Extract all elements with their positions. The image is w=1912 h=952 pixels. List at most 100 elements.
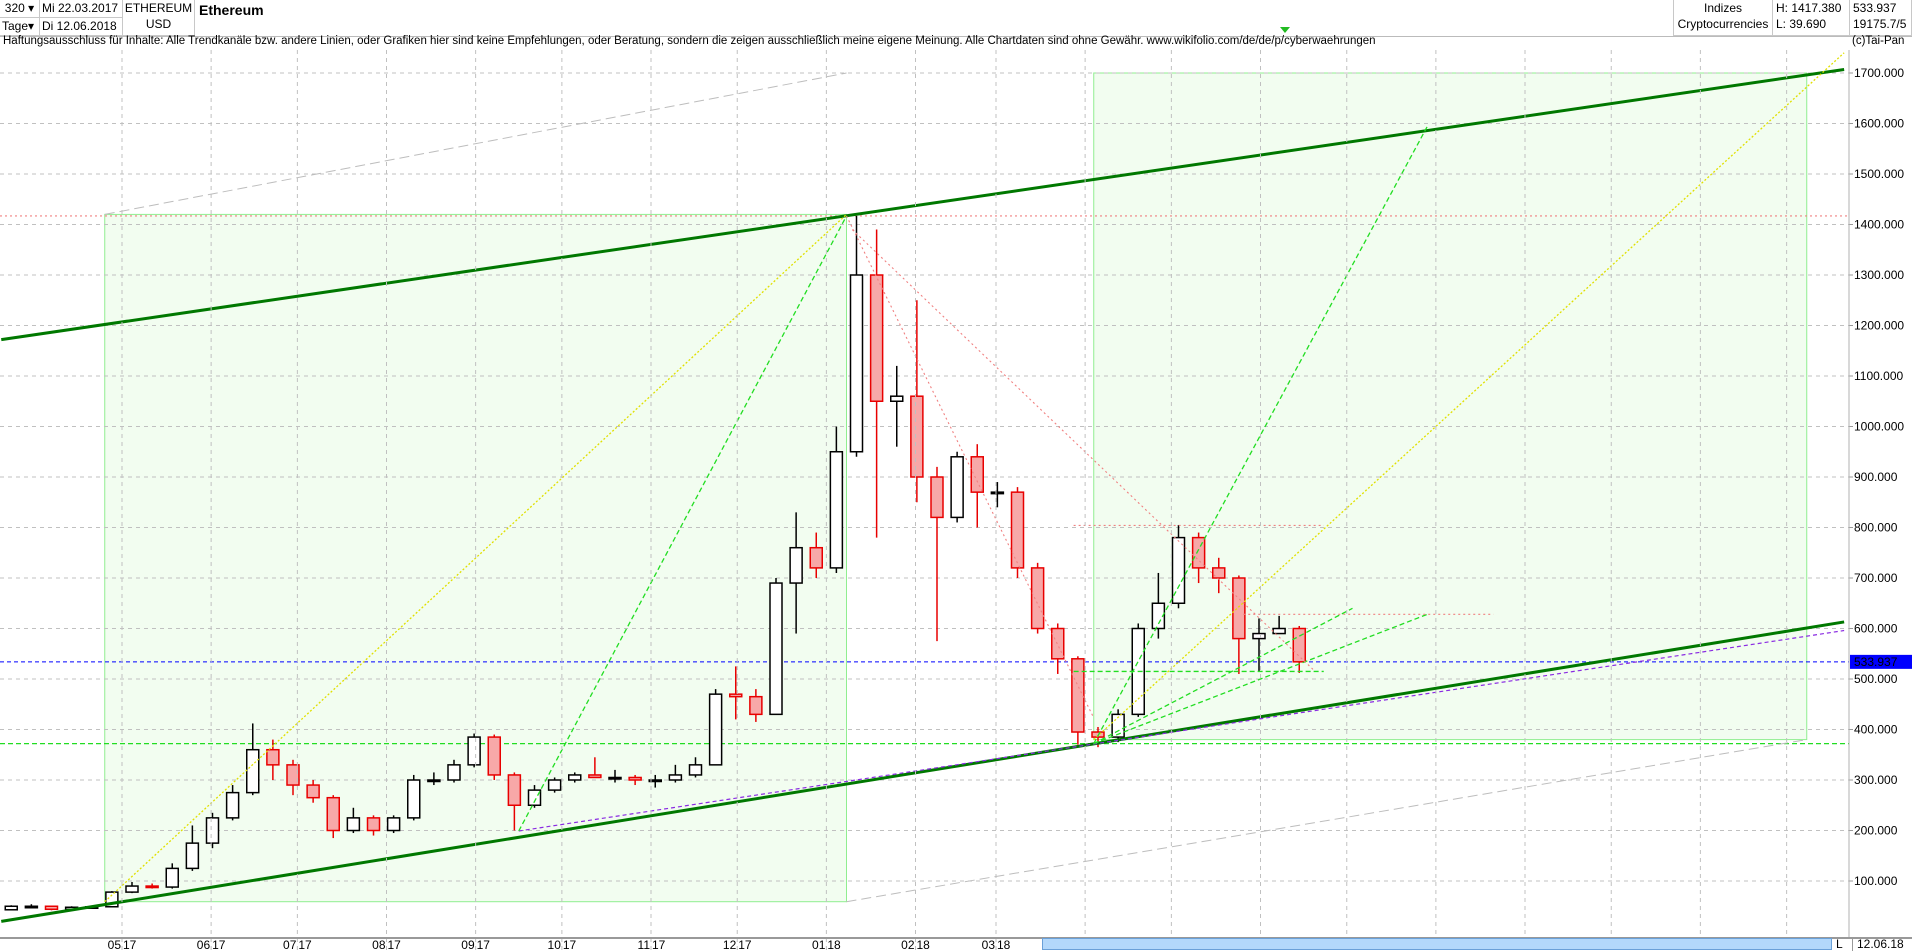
current-date-marker-icon xyxy=(1280,27,1290,33)
candle-up xyxy=(24,905,39,909)
date-from[interactable]: Mi 22.03.2017 xyxy=(40,0,123,18)
period-dropdown[interactable]: Tage▾ xyxy=(0,18,40,36)
candle-up xyxy=(568,774,582,781)
candle-up xyxy=(165,867,179,888)
candle-down xyxy=(1010,491,1025,569)
candle-down xyxy=(809,546,823,569)
candle-up xyxy=(769,582,783,716)
candle-up xyxy=(950,456,964,519)
candle-up xyxy=(849,274,864,453)
candle-down xyxy=(145,885,159,889)
candle-up xyxy=(1171,536,1186,604)
high-value: H: 1417.380 xyxy=(1776,1,1842,15)
low-value: L: 39.690 xyxy=(1776,17,1827,31)
x-tick-label-year: 17 xyxy=(123,938,137,952)
symbol: ETHEREUM xyxy=(124,1,193,15)
candle-up xyxy=(467,736,481,766)
y-tick-label: 1400.000 xyxy=(1854,218,1904,232)
y-tick-label: 200.000 xyxy=(1854,824,1898,838)
candle-down xyxy=(1292,627,1306,663)
group-cell: Indizes Cryptocurrencies xyxy=(1673,0,1773,36)
disclaimer: Haftungsausschluss für Inhalte: Alle Tre… xyxy=(3,35,1376,47)
x-tick-label-year: 18 xyxy=(917,938,931,952)
candle-up xyxy=(386,817,401,832)
x-tick-label: 11 xyxy=(638,938,651,952)
candle-up xyxy=(789,546,803,584)
time-axis-bar xyxy=(0,937,1912,952)
downtrend-flat xyxy=(851,229,1316,672)
candle-down xyxy=(588,774,602,779)
last-price-tag xyxy=(1850,654,1912,669)
candle-up xyxy=(668,774,683,781)
plot-area xyxy=(0,52,1849,923)
candle-down xyxy=(729,693,743,698)
candle-down xyxy=(1051,627,1065,660)
high-low-cell: H: 1417.380 L: 39.690 xyxy=(1773,0,1850,36)
y-tick-label: 1500.000 xyxy=(1854,167,1904,181)
copyright: (c)Tai-Pan xyxy=(1852,35,1905,47)
candle-down xyxy=(1030,567,1045,630)
x-tick-label-year: 18 xyxy=(827,938,841,952)
fan-line-mid xyxy=(1093,607,1353,745)
candle-up xyxy=(708,693,723,766)
x-tick-label-year: 17 xyxy=(563,938,577,952)
y-tick-label: 1600.000 xyxy=(1854,117,1904,131)
candle-up xyxy=(1252,632,1266,640)
scroll-mode[interactable]: L xyxy=(1836,937,1843,951)
downtrend-steep xyxy=(846,215,1095,719)
y-tick-label: 500.000 xyxy=(1854,672,1898,686)
candle-up xyxy=(447,764,461,781)
y-tick-label: 1200.000 xyxy=(1854,319,1904,333)
candle-down xyxy=(749,695,763,716)
symbol-cell: ETHEREUM USD xyxy=(123,0,195,36)
candle-up xyxy=(688,764,703,776)
diagonal-2018 xyxy=(1093,52,1845,741)
candle-up xyxy=(1272,627,1286,635)
x-tick-label: 08 xyxy=(372,938,386,952)
candle-down xyxy=(930,476,944,519)
candle-down xyxy=(1071,658,1085,733)
y-tick-label: 1300.000 xyxy=(1854,268,1904,282)
upper-channel-line xyxy=(1,67,1845,342)
candle-down xyxy=(1232,577,1246,640)
candle-up xyxy=(527,789,542,806)
time-scrollbar[interactable] xyxy=(1042,938,1832,950)
candle-down xyxy=(910,395,924,478)
y-tick-label: 1000.000 xyxy=(1854,420,1904,434)
x-tick-label: 01 xyxy=(812,938,826,952)
last-price-label: 533.937 xyxy=(1854,655,1898,669)
candle-up xyxy=(4,905,18,911)
chart-header: 320 ▾ Tage▾ Mi 22.03.2017 Di 12.06.2018 … xyxy=(0,0,1912,37)
candle-down xyxy=(507,774,522,807)
y-tick-label: 900.000 xyxy=(1854,470,1898,484)
candle-up xyxy=(225,791,240,819)
candle-up xyxy=(648,779,662,783)
last-value: 533.937 xyxy=(1853,1,1897,15)
y-tick-label: 700.000 xyxy=(1854,571,1898,585)
candle-up xyxy=(547,779,562,791)
lower-channel-line xyxy=(1,620,1845,923)
x-tick-label: 02 xyxy=(901,938,915,952)
candle-down xyxy=(487,736,501,776)
currency: USD xyxy=(145,17,172,31)
bar-count-dropdown[interactable]: 320 ▾ xyxy=(0,0,40,18)
fan-line-low xyxy=(1093,613,1428,745)
x-tick-label: 05 xyxy=(108,938,122,952)
candle-down xyxy=(306,784,320,799)
x-tick-label-year: 17 xyxy=(298,938,312,952)
x-tick-label-year: 17 xyxy=(388,938,402,952)
chart-title: Ethereum xyxy=(199,2,264,18)
candle-down xyxy=(266,748,280,766)
candle-up xyxy=(185,842,200,870)
date-to[interactable]: Di 12.06.2018 xyxy=(40,18,123,36)
chevron-down-icon: ▾ xyxy=(28,1,35,15)
candle-down xyxy=(1212,567,1226,579)
x-tick-label-year: 17 xyxy=(212,938,226,952)
x-tick-label-year: 17 xyxy=(652,938,666,952)
candle-down xyxy=(286,764,300,786)
fan-line-2017 xyxy=(518,215,848,832)
candle-up xyxy=(246,748,260,794)
x-tick-label: 10 xyxy=(548,938,562,952)
candle-down xyxy=(869,274,884,402)
